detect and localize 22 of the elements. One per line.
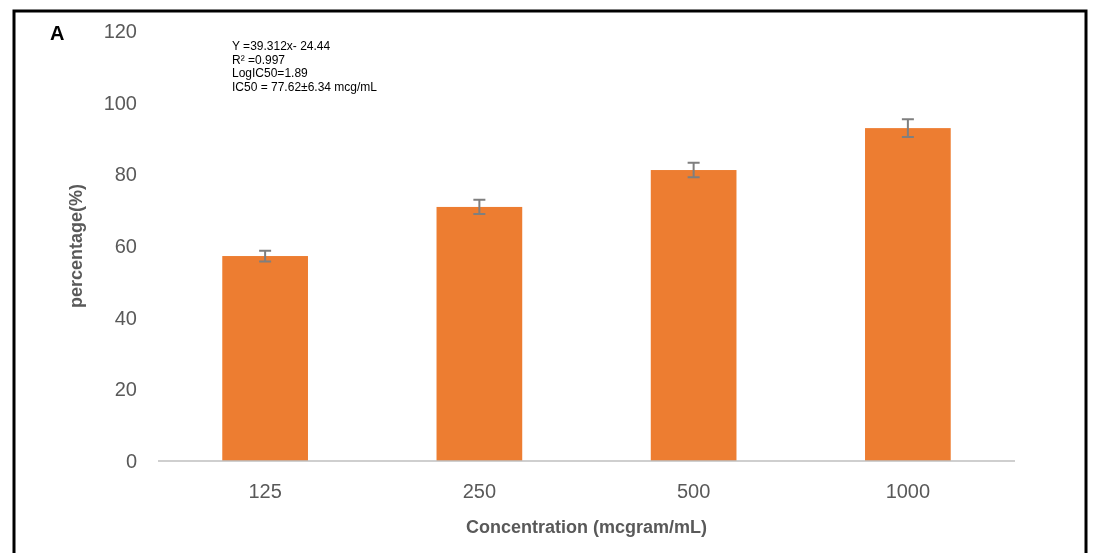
x-tick-label: 125 xyxy=(248,480,282,502)
y-tick-label: 100 xyxy=(103,91,137,114)
annotation: R² =0.997 xyxy=(232,52,286,67)
annotation: IC50 = 77.62±6.34 mcg/mL xyxy=(232,79,378,94)
x-tick-label: 500 xyxy=(676,480,711,502)
annotation: LogIC50=1.89 xyxy=(232,66,309,80)
x-tick-label: 1000 xyxy=(885,480,931,502)
y-tick-label: 120 xyxy=(103,20,137,42)
y-tick-label: 80 xyxy=(114,163,137,186)
text: A xyxy=(50,22,65,44)
bar xyxy=(650,170,737,461)
y-axis-title: percentage(%) xyxy=(66,183,86,309)
bar xyxy=(865,128,951,461)
y-tick-label: 20 xyxy=(114,378,137,401)
bar xyxy=(436,206,523,461)
annotation: Y =39.312x- 24.44 xyxy=(232,39,331,53)
x-tick-label: 250 xyxy=(462,480,497,502)
y-tick-label: 0 xyxy=(125,450,137,472)
bar xyxy=(222,256,308,461)
x-axis-title: Concentration (mcgram/mL) xyxy=(465,517,708,537)
y-tick-label: 40 xyxy=(114,306,137,329)
y-tick-label: 60 xyxy=(114,235,137,257)
